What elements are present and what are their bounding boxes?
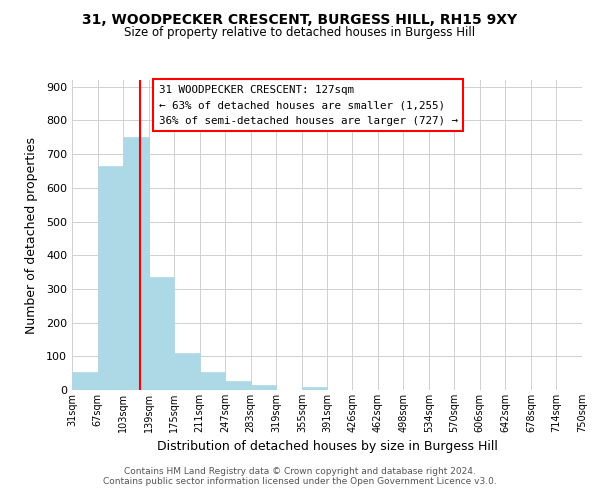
Bar [225,381,251,390]
Bar [200,372,225,390]
Bar [302,388,328,390]
Bar [251,385,276,390]
Bar [72,372,98,390]
Bar [123,138,149,390]
Bar [174,353,200,390]
Text: Contains HM Land Registry data © Crown copyright and database right 2024.: Contains HM Land Registry data © Crown c… [124,467,476,476]
X-axis label: Distribution of detached houses by size in Burgess Hill: Distribution of detached houses by size … [157,440,497,454]
Bar [98,166,123,390]
Y-axis label: Number of detached properties: Number of detached properties [25,136,38,334]
Text: Size of property relative to detached houses in Burgess Hill: Size of property relative to detached ho… [124,26,476,39]
Bar [149,277,174,390]
Text: 31 WOODPECKER CRESCENT: 127sqm
← 63% of detached houses are smaller (1,255)
36% : 31 WOODPECKER CRESCENT: 127sqm ← 63% of … [158,84,458,126]
Text: 31, WOODPECKER CRESCENT, BURGESS HILL, RH15 9XY: 31, WOODPECKER CRESCENT, BURGESS HILL, R… [82,12,518,26]
Text: Contains public sector information licensed under the Open Government Licence v3: Contains public sector information licen… [103,477,497,486]
